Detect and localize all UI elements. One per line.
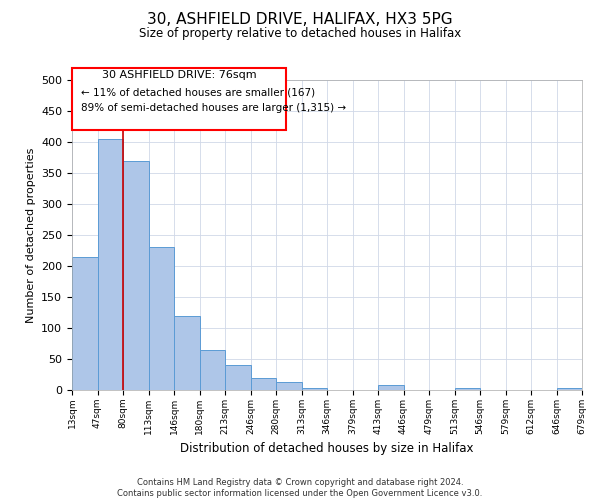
Bar bbox=[97, 139, 123, 390]
Bar bbox=[251, 378, 276, 390]
Text: 30, ASHFIELD DRIVE, HALIFAX, HX3 5PG: 30, ASHFIELD DRIVE, HALIFAX, HX3 5PG bbox=[147, 12, 453, 28]
Bar bbox=[199, 350, 225, 390]
Bar bbox=[72, 256, 97, 390]
Text: Contains HM Land Registry data © Crown copyright and database right 2024.
Contai: Contains HM Land Registry data © Crown c… bbox=[118, 478, 482, 498]
Text: 30 ASHFIELD DRIVE: 76sqm: 30 ASHFIELD DRIVE: 76sqm bbox=[102, 70, 256, 80]
Text: Size of property relative to detached houses in Halifax: Size of property relative to detached ho… bbox=[139, 28, 461, 40]
Bar bbox=[174, 316, 199, 390]
Text: 89% of semi-detached houses are larger (1,315) →: 89% of semi-detached houses are larger (… bbox=[81, 102, 346, 113]
Bar bbox=[149, 248, 174, 390]
Y-axis label: Number of detached properties: Number of detached properties bbox=[26, 148, 35, 322]
Bar bbox=[557, 388, 582, 390]
Bar bbox=[276, 382, 302, 390]
Bar bbox=[378, 385, 404, 390]
X-axis label: Distribution of detached houses by size in Halifax: Distribution of detached houses by size … bbox=[180, 442, 474, 456]
Bar bbox=[455, 388, 480, 390]
Bar bbox=[302, 388, 327, 390]
Bar bbox=[123, 160, 149, 390]
Text: ← 11% of detached houses are smaller (167): ← 11% of detached houses are smaller (16… bbox=[81, 88, 315, 98]
Bar bbox=[225, 365, 251, 390]
